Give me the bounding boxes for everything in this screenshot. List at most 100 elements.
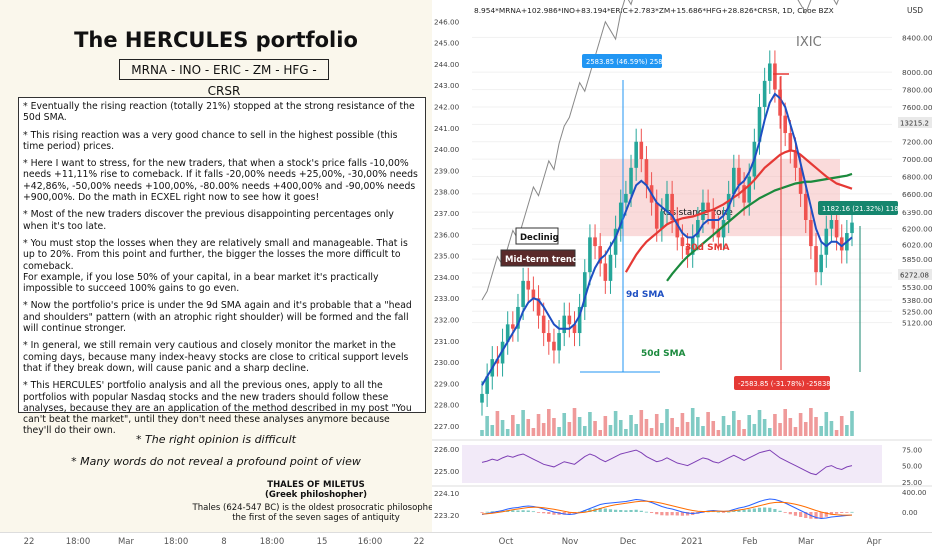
y-tick-label: 227.00 <box>434 422 460 431</box>
candle-body <box>767 63 772 81</box>
volume-bar <box>531 428 536 436</box>
macd-axis: 400.00 0.00 224.10 223.20 <box>434 489 927 520</box>
macd-hist-bar <box>644 511 649 513</box>
last-price-tag <box>898 269 932 280</box>
volume-bar <box>829 421 834 436</box>
macd-hist-bar <box>768 507 772 512</box>
candle-body <box>562 315 567 334</box>
volume-bar <box>788 418 793 436</box>
y-tick-label: 6020.00 <box>902 240 932 249</box>
volume-bar <box>834 430 839 436</box>
y-tick-label: 233.00 <box>434 294 460 303</box>
candle-body <box>819 254 823 273</box>
y-tick-label: 231.00 <box>434 337 460 346</box>
macd-hist-bar <box>511 510 515 512</box>
candle-body <box>783 115 787 134</box>
volume-bar <box>680 413 685 436</box>
macd-hist-bar <box>773 509 777 512</box>
volume-bar <box>562 413 567 436</box>
macd-hist-bar <box>850 511 854 513</box>
y-tick-label: 228.00 <box>434 401 460 410</box>
candle-body <box>798 167 803 194</box>
measure-right-badge <box>818 201 898 215</box>
note-paragraph: * This HERCULES' portfolio analysis and … <box>23 380 412 437</box>
y-tick-label: 240.00 <box>434 145 460 154</box>
candle-body <box>675 220 680 238</box>
time-tick: 18:00 <box>259 537 285 547</box>
page-title: The HERCULES portfolio <box>74 28 358 52</box>
rsi-axis: 75.00 50.00 25.00 226.00 225.00 <box>434 445 922 487</box>
macd-hist-bar <box>490 511 494 513</box>
candle-body <box>737 167 741 186</box>
philosopher-desc-2: the first of the seven sages of antiquit… <box>232 513 400 523</box>
volume-bar <box>701 426 705 436</box>
candle-body <box>778 89 782 116</box>
note-paragraph: * Here I want to stress, for the new tra… <box>23 158 418 204</box>
volume-bar <box>480 430 484 436</box>
rsi-tick-label: 75.00 <box>902 446 922 454</box>
chart-canvas[interactable]: 8.954*MRNA+102.986*INO+83.194*ERIC+2.783… <box>432 0 932 532</box>
note-paragraph: * Most of the new traders discover the p… <box>23 209 394 232</box>
analysis-panel: The HERCULES portfolio MRNA - INO - ERIC… <box>0 0 440 532</box>
candle-body <box>567 315 572 325</box>
sma9-label: 9d SMA <box>626 290 664 300</box>
volume-bar <box>819 426 823 436</box>
volume-bar <box>516 424 520 436</box>
volume-bar <box>665 409 669 436</box>
candle-body <box>721 220 726 238</box>
volume-bar <box>732 411 736 436</box>
y-tick-label: 7000.00 <box>902 155 932 164</box>
rsi-band <box>462 445 882 483</box>
measure-down-label: -2583.85 (-31.78%) -258385 <box>738 380 835 388</box>
y-tick-label: 8000.00 <box>902 68 932 77</box>
candle-body <box>680 237 685 247</box>
volume-bar <box>547 409 551 436</box>
volume-bar <box>603 416 608 436</box>
volume-bar <box>495 411 500 436</box>
volume-bar <box>778 423 782 436</box>
candle-body <box>757 106 762 142</box>
y-tick-label: 5530.00 <box>902 283 932 292</box>
macd-hist-bar <box>732 510 736 512</box>
candle-body <box>521 280 525 307</box>
volume-bar <box>598 430 602 436</box>
macd-hist-bar <box>804 512 808 518</box>
volume-bar <box>618 420 623 436</box>
sma30-line <box>624 149 853 273</box>
volume-bar <box>670 418 674 436</box>
macd-hist-bar <box>521 510 525 512</box>
macd-hist-bar <box>655 512 659 515</box>
candle-body <box>809 220 813 247</box>
volume-bar <box>608 425 613 436</box>
macd-hist-bar <box>598 508 602 512</box>
y-tick-label: 229.00 <box>434 379 460 388</box>
philosopher-desc-1: Thales (624-547 BC) is the oldest prosoc… <box>192 503 440 513</box>
macd-hist-bar <box>583 510 587 512</box>
volume-bar <box>773 414 777 436</box>
macd-hist-bar <box>793 512 798 516</box>
volume-bar <box>511 415 515 436</box>
volume-bar <box>850 411 854 436</box>
y-tick-label: 238.00 <box>434 188 460 197</box>
measure-down-badge <box>734 376 830 390</box>
volume-bar <box>711 421 716 436</box>
candle-body <box>588 237 592 273</box>
volume-bar <box>762 419 767 436</box>
price-chart[interactable]: 8.954*MRNA+102.986*INO+83.194*ERIC+2.783… <box>432 0 932 532</box>
macd-hist-bar <box>727 511 731 513</box>
quote-1: * The right opinion is difficult <box>136 433 296 446</box>
time-tick: 18:00 <box>163 537 189 547</box>
volume-bar <box>624 429 628 436</box>
y-tick-label: 225.00 <box>434 467 460 476</box>
ixic-overlay-line <box>481 0 839 301</box>
y-tick-label: 224.10 <box>434 489 460 498</box>
time-tick: Mar <box>117 537 135 547</box>
y-tick-label: 5250.00 <box>902 307 932 316</box>
macd-hist-bar <box>752 508 756 512</box>
macd-hist-bar <box>552 512 556 515</box>
volume-bar <box>685 422 690 436</box>
candle-body <box>495 359 500 364</box>
macd-hist-bar <box>634 509 638 512</box>
macd-tick-label: 0.00 <box>902 509 918 517</box>
candle-body <box>732 167 736 194</box>
